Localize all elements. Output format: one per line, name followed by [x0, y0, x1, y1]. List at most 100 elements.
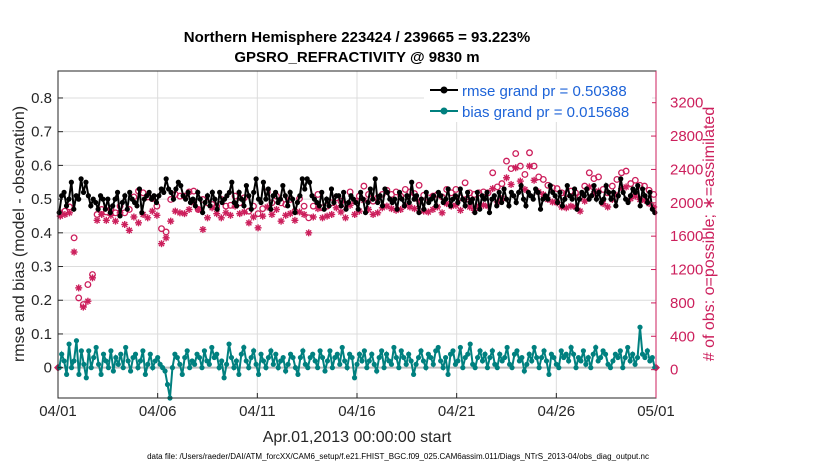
- rmse-point: [632, 189, 638, 195]
- obs-assimilated-point: [158, 240, 165, 248]
- x-tick-label: 04/21: [438, 403, 476, 420]
- rmse-point: [618, 176, 624, 182]
- bias-point: [366, 358, 372, 364]
- rmse-point: [68, 179, 74, 185]
- bias-point: [465, 351, 471, 357]
- bias-point: [649, 354, 655, 361]
- rmse-point: [462, 203, 468, 209]
- bias-point: [91, 354, 97, 361]
- rmse-point: [100, 196, 106, 202]
- obs-assimilated-point: [530, 176, 538, 184]
- rmse-point: [277, 196, 284, 202]
- y-tick-label: 0.7: [31, 124, 52, 141]
- obs-assimilated-point: [526, 162, 533, 170]
- rmse-point: [396, 189, 403, 195]
- bias-point: [260, 358, 267, 364]
- bias-point: [322, 368, 328, 374]
- bias-point: [120, 365, 126, 371]
- bias-point: [615, 354, 621, 361]
- bias-point: [442, 354, 449, 361]
- bias-point: [147, 351, 153, 357]
- rmse-point: [71, 206, 77, 212]
- obs-assimilated-point: [176, 209, 184, 217]
- bias-point: [191, 361, 198, 367]
- obs-possible-point: [622, 167, 630, 175]
- bias-point: [610, 358, 616, 364]
- bias-point: [86, 348, 92, 354]
- bias-point: [270, 361, 276, 367]
- bias-point: [226, 341, 232, 347]
- bias-point: [543, 358, 550, 364]
- bias-point: [573, 365, 579, 371]
- obs-assimilated-point: [300, 210, 308, 218]
- bias-point: [514, 348, 520, 354]
- bias-point: [401, 354, 407, 361]
- bias-point: [115, 361, 121, 367]
- obs-assimilated-point: [604, 203, 612, 211]
- rmse-point: [112, 196, 118, 202]
- bias-point: [251, 348, 257, 354]
- obs-assimilated-point: [102, 216, 110, 224]
- rmse-point: [297, 193, 303, 199]
- rmse-point: [404, 193, 410, 199]
- bias-point: [435, 344, 441, 351]
- bias-point: [379, 348, 385, 354]
- rmse-point: [372, 176, 378, 182]
- rmse-point: [117, 213, 123, 219]
- rmse-point: [204, 193, 211, 199]
- rmse-point: [452, 193, 459, 199]
- bias-point: [317, 348, 323, 354]
- bias-point: [137, 358, 144, 364]
- rmse-point: [423, 189, 429, 195]
- obs-possible-point: [489, 169, 497, 177]
- rmse-point: [406, 199, 412, 206]
- rmse-point: [433, 203, 439, 209]
- obs-possible-point: [507, 165, 515, 173]
- rmse-point: [316, 203, 322, 209]
- bias-point: [66, 341, 72, 347]
- bias-point: [127, 368, 134, 374]
- obs-possible-point: [70, 234, 78, 242]
- rmse-point: [246, 193, 252, 199]
- bias-point: [585, 354, 591, 361]
- bias-point: [354, 361, 360, 367]
- rmse-point: [107, 209, 113, 216]
- rmse-point: [156, 193, 162, 199]
- rmse-point: [635, 183, 641, 189]
- bias-point: [312, 358, 318, 364]
- bias-point: [504, 344, 510, 351]
- bias-point: [484, 365, 491, 371]
- obs-assimilated-point: [75, 284, 83, 292]
- rmse-point: [173, 186, 179, 192]
- bias-point: [233, 358, 240, 364]
- bias-point: [607, 365, 614, 371]
- bias-point: [477, 348, 483, 354]
- rmse-point: [326, 203, 332, 209]
- bias-point: [474, 354, 481, 361]
- bias-point: [430, 361, 436, 367]
- data-file-footnote: data file: /Users/raeder/DAI/ATM_forcXX/…: [147, 452, 649, 461]
- rmse-point: [341, 189, 347, 195]
- bias-point: [292, 365, 299, 371]
- rmse-point: [105, 196, 111, 202]
- bias-point: [196, 354, 203, 361]
- rmse-point: [95, 206, 101, 212]
- bias-point: [88, 365, 94, 371]
- bias-point: [381, 365, 387, 371]
- obs-assimilated-point: [153, 211, 161, 219]
- rmse-point: [151, 193, 157, 199]
- rmse-point: [183, 196, 189, 202]
- bias-point: [602, 351, 609, 357]
- obs-assimilated-point: [581, 197, 589, 205]
- rmse-point: [83, 179, 89, 185]
- bias-point: [297, 354, 303, 361]
- obs-possible-point: [585, 169, 593, 177]
- right-y-tick-label: 2000: [670, 195, 703, 212]
- rmse-point: [620, 189, 626, 195]
- bias-point: [135, 365, 141, 371]
- rmse-point: [292, 209, 298, 216]
- rmse-point: [331, 199, 337, 206]
- obs-assimilated-point: [240, 208, 248, 216]
- bias-point: [145, 361, 151, 367]
- rmse-point: [282, 193, 288, 199]
